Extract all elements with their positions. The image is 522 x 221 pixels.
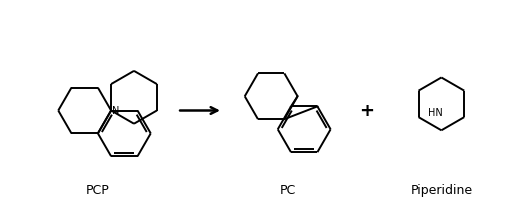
Text: HN: HN: [428, 108, 443, 118]
Text: PCP: PCP: [86, 184, 110, 197]
Text: Piperidine: Piperidine: [410, 184, 472, 197]
Text: +: +: [359, 101, 374, 120]
Text: N: N: [112, 105, 120, 116]
Text: PC: PC: [279, 184, 295, 197]
